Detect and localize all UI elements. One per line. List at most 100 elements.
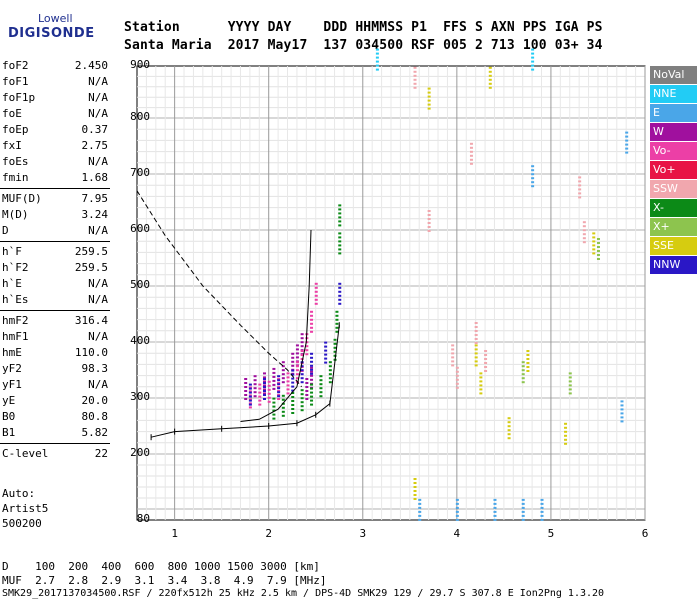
footer-file-info: SMK29_2017137034500.RSF / 220fx512h 25 k…: [2, 588, 605, 599]
param-name: foEp: [2, 123, 29, 136]
echo-mark: [493, 498, 497, 501]
echo-mark: [314, 282, 318, 285]
param-name: yF1: [2, 378, 22, 391]
param-separator: [0, 443, 110, 444]
echo-mark: [455, 510, 459, 513]
echo-mark: [291, 352, 295, 355]
echo-mark: [333, 350, 337, 353]
echo-mark: [281, 373, 285, 376]
echo-mark: [305, 349, 309, 352]
param-row: foF1p N/A: [2, 90, 108, 106]
param-value: 98.3: [81, 362, 109, 375]
echo-mark: [493, 506, 497, 509]
echo-mark: [281, 398, 285, 401]
echo-mark: [300, 333, 304, 336]
y-tick-label: 500: [130, 278, 150, 291]
echo-mark: [277, 394, 281, 396]
legend-item: SSE: [650, 237, 697, 255]
echo-mark: [281, 414, 285, 417]
echo-mark: [455, 518, 459, 521]
echo-mark: [244, 386, 248, 388]
echo-mark: [451, 352, 455, 355]
echo-mark: [272, 409, 276, 412]
echo-mark: [277, 395, 281, 398]
echo-mark: [531, 177, 535, 180]
echo-mark: [531, 181, 535, 184]
echo-mark: [263, 378, 266, 380]
echo-mark: [455, 514, 459, 517]
echo-mark: [291, 400, 295, 402]
echo-mark: [469, 162, 473, 165]
echo-mark: [333, 354, 337, 357]
echo-mark: [521, 498, 525, 501]
echo-mark: [451, 356, 455, 359]
legend-item: Vo+: [650, 161, 697, 179]
echo-mark: [451, 364, 455, 367]
echo-mark: [526, 362, 530, 364]
echo-mark: [310, 368, 314, 371]
echo-mark: [531, 48, 535, 51]
echo-mark: [277, 383, 281, 386]
echo-mark: [568, 384, 572, 387]
param-value: N/A: [88, 224, 108, 237]
echo-mark: [338, 204, 342, 207]
echo-mark: [540, 518, 544, 521]
echo-mark: [291, 404, 295, 406]
echo-mark: [286, 376, 290, 379]
echo-mark: [427, 103, 431, 106]
echo-mark: [564, 434, 568, 437]
echo-mark: [526, 350, 530, 352]
echo-mark: [620, 408, 624, 411]
param-separator: [0, 241, 110, 242]
echo-mark: [620, 420, 624, 423]
echo-mark: [263, 386, 266, 388]
param-name: h`F2: [2, 261, 29, 274]
param-row: hmF1 N/A: [2, 329, 108, 345]
echo-mark: [267, 396, 271, 399]
echo-mark: [507, 437, 511, 440]
echo-mark: [310, 374, 314, 377]
legend-item: X+: [650, 218, 697, 236]
echo-mark: [521, 377, 525, 380]
echo-mark: [286, 388, 290, 391]
param-value: 22: [94, 447, 108, 460]
echo-mark: [295, 348, 299, 351]
legend-item: X-: [650, 199, 697, 217]
param-row: hmE 110.0: [2, 345, 108, 361]
echo-mark: [338, 252, 342, 255]
echo-mark: [526, 366, 530, 368]
echo-mark: [413, 78, 417, 81]
auto-software: Artist5: [2, 502, 49, 515]
echo-mark: [493, 514, 497, 517]
echo-mark: [488, 78, 492, 81]
param-value: 110.0: [74, 346, 108, 359]
echo-mark: [338, 208, 342, 211]
echo-mark: [324, 361, 328, 364]
echo-mark: [253, 379, 257, 382]
echo-mark: [305, 390, 309, 392]
echo-mark: [319, 379, 323, 382]
echo-mark: [310, 372, 314, 375]
echo-mark: [272, 379, 276, 382]
echo-mark: [281, 369, 285, 372]
echo-mark: [582, 225, 586, 228]
echo-mark: [277, 378, 281, 380]
echo-mark: [540, 514, 544, 517]
echo-mark: [413, 70, 417, 73]
logo-lowell: Lowell: [38, 12, 73, 25]
echo-mark: [248, 406, 252, 409]
echo-mark: [258, 383, 262, 386]
echo-mark: [253, 383, 257, 386]
echo-mark: [300, 409, 304, 412]
param-name: MUF(D): [2, 192, 42, 205]
echo-mark: [281, 381, 285, 384]
echo-mark: [413, 86, 417, 89]
echo-mark: [469, 158, 473, 161]
echo-mark: [291, 377, 295, 380]
echo-mark: [455, 502, 459, 505]
echo-mark: [267, 380, 271, 383]
echo-mark: [324, 345, 328, 348]
echo-mark: [479, 376, 483, 379]
echo-mark: [620, 404, 624, 407]
param-value: N/A: [88, 293, 108, 306]
